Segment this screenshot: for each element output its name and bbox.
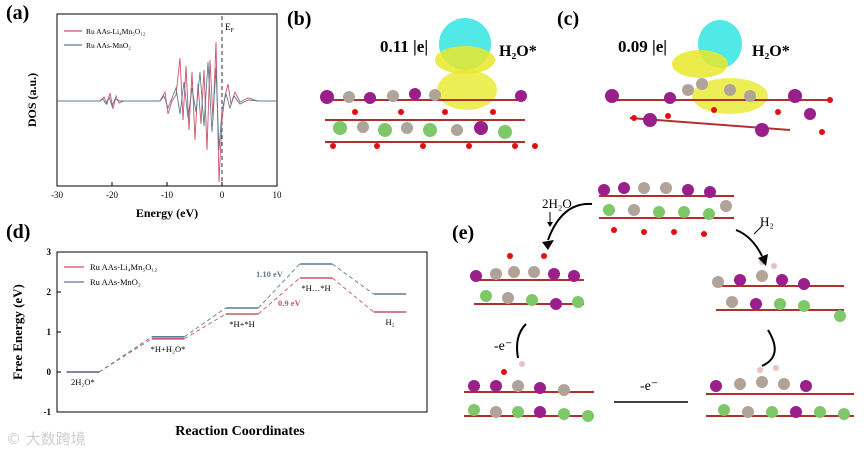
step-label-h2: H₂ <box>760 214 774 229</box>
energy-connector-2 <box>332 263 374 295</box>
energy-connector-1 <box>257 277 301 315</box>
arrow-right-down <box>761 329 776 367</box>
arrow-left-up <box>516 323 527 359</box>
energy-state-label: *H+H₂O* <box>151 344 186 354</box>
energy-connector-1 <box>184 313 226 340</box>
panel-a-label: (a) <box>6 2 30 24</box>
energy-state-label: *H+*H <box>229 319 255 329</box>
energy-x-axis-label: Reaction Coordinates <box>175 424 305 439</box>
energy-y-tick-label: 3 <box>47 247 52 257</box>
isosurface-yellow-lower <box>437 70 497 110</box>
energy-series <box>66 263 407 373</box>
dos-x-tick-label: 0 <box>220 190 225 200</box>
energy-legend-label-1: Ru AAs-Li₄Mn₅O₁₂ <box>90 262 157 272</box>
crystal-slab-b <box>320 88 538 149</box>
panel-b-label: (b) <box>287 8 312 30</box>
barrier-annotation-mno2: 1.10 eV <box>256 269 284 279</box>
dos-x-axis-label: Energy (eV) <box>136 206 198 220</box>
energy-y-axis-label: Free Energy (eV) <box>10 284 25 380</box>
energy-state-label: *H…*H <box>301 283 330 293</box>
adsorbate-label-c: H₂O* <box>752 43 790 60</box>
crystal-slab-c <box>605 78 833 137</box>
dos-x-tick-label: -20 <box>106 190 118 200</box>
dos-x-ticks: -30 -20 -10 0 10 <box>51 182 282 200</box>
dos-x-tick-label: -10 <box>161 190 173 200</box>
panel-d-label: (d) <box>6 221 31 243</box>
energy-y-tick-label: -1 <box>44 407 52 417</box>
dos-legend-label-1: Ru AAs-Li₄Mn₅O₁₂ <box>86 27 146 36</box>
slab-right-lower <box>706 365 854 420</box>
isosurface-yellow <box>435 46 495 74</box>
dos-chart: -30 -20 -10 0 10 DOS (a.u.) Energy (eV) Ru A… <box>25 13 282 220</box>
charge-density-c: 0.09 |e| H₂O* <box>605 20 833 137</box>
electron-label-bottom: -e⁻ <box>640 379 658 394</box>
arrowhead-top-left <box>542 240 554 250</box>
energy-connector-2 <box>98 336 152 373</box>
energy-y-ticks: -1 0 1 2 3 <box>44 247 61 417</box>
electron-label-left: -e⁻ <box>494 339 512 354</box>
free-energy-chart: -1 0 1 2 3 Free Energy (eV) Reaction Coordin… <box>10 247 428 439</box>
energy-connector-2 <box>184 307 226 338</box>
energy-plot-frame <box>56 251 428 413</box>
watermark: © 大数跨境 <box>6 430 86 448</box>
energy-state-label: H₂ <box>385 317 394 327</box>
isosurface-yellow <box>672 50 728 78</box>
h2o-in-arrowhead <box>547 222 553 227</box>
dos-x-tick-label: 10 <box>273 190 283 200</box>
h2-out-arrow <box>753 225 763 235</box>
energy-y-tick-label: 2 <box>47 287 52 297</box>
slab-top <box>598 182 734 237</box>
reaction-cycle: 2H₂O H₂ -e⁻ -e⁻ <box>464 182 854 422</box>
energy-y-tick-label: 0 <box>47 367 52 377</box>
arrow-top-to-right <box>735 229 763 257</box>
energy-connector-1 <box>331 277 375 313</box>
slab-left-lower <box>464 361 594 422</box>
barrier-annotation-limn: 0.9 eV <box>278 298 302 308</box>
adsorbate-label-b: H₂O* <box>499 43 537 60</box>
energy-connector-2 <box>257 263 301 309</box>
charge-value-c: 0.09 |e| <box>618 37 667 56</box>
dos-x-tick-label: -30 <box>51 190 63 200</box>
energy-y-tick-label: 1 <box>47 327 52 337</box>
panel-e-label: (e) <box>452 222 475 244</box>
energy-state-label: 2H₂O* <box>71 377 95 387</box>
panel-c-label: (c) <box>557 8 580 30</box>
step-label-2h2o: 2H₂O <box>542 196 572 211</box>
energy-legend-label-2: Ru AAs-MnO₂ <box>90 277 141 287</box>
slab-left-upper <box>470 253 584 310</box>
charge-value-b: 0.11 |e| <box>380 37 428 56</box>
energy-state-labels: 2H₂O* *H+H₂O* *H+*H *H…*H H₂ <box>71 283 395 387</box>
arrow-top-to-left <box>547 202 593 241</box>
dos-y-axis-label: DOS (a.u.) <box>25 73 39 127</box>
dos-legend-label-2: Ru AAs-MnO₂ <box>86 41 131 50</box>
slab-right-upper <box>712 259 846 322</box>
fermi-label: EF <box>225 22 235 34</box>
dos-curve-limn <box>57 41 277 183</box>
arrowhead-top-right <box>758 254 768 266</box>
charge-density-b: 0.11 |e| H₂O* <box>320 18 538 149</box>
dos-curve-mno2 <box>57 61 277 151</box>
